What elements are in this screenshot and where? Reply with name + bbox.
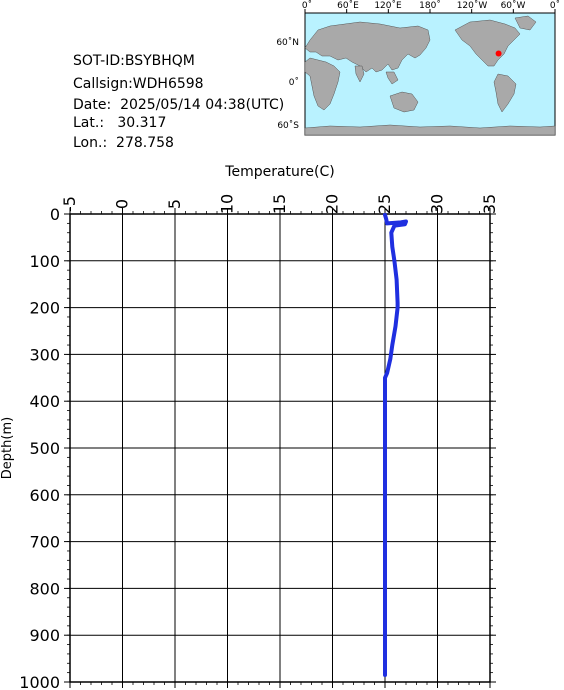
latitude: Lat.: 30.317 [73, 115, 167, 131]
longitude: Lon.: 278.758 [73, 135, 174, 151]
land-australia [389, 91, 419, 113]
map-lon-label: 60˚W [501, 0, 526, 11]
callsign: Callsign:WDH6598 [73, 76, 204, 92]
land-north-america [454, 19, 521, 67]
y-tick-label: 900 [29, 626, 60, 645]
x-tick-label: -5 [60, 196, 79, 212]
land-southeast-asia [385, 71, 399, 85]
y-tick-label: 1000 [19, 673, 60, 690]
map-lat-label: 60˚N [276, 37, 299, 48]
y-tick-labels: 0 100 200 300 400 500 600 700 800 900 1000 [19, 205, 60, 690]
sot-id: SOT-ID:BSYBHQM [73, 53, 195, 69]
land-south-america [493, 73, 517, 113]
x-tick-label: 5 [165, 199, 184, 209]
map-lon-label: 0˚ [550, 0, 560, 11]
y-tick-label: 200 [29, 299, 60, 318]
x-tick-label: 20 [323, 194, 342, 214]
x-tick-label: 10 [218, 194, 237, 214]
y-tick-label: 500 [29, 439, 60, 458]
y-axis-label: Depth(m) [0, 417, 15, 479]
y-tick-label: 400 [29, 392, 60, 411]
land-europe-asia [304, 21, 431, 73]
map-longitude-labels: 0˚ 60˚E 120˚E 180˚ 120˚W 60˚W 0˚ [302, 0, 560, 11]
x-tick-labels: -5 0 5 10 15 20 25 30 35 [60, 194, 499, 214]
land-greenland [514, 15, 537, 31]
map-frame-ticks [304, 9, 556, 13]
map-lon-label: 120˚W [457, 0, 488, 11]
land-antarctica [304, 124, 556, 136]
y-tick-label: 700 [29, 533, 60, 552]
chart-grid [69, 213, 491, 683]
y-tick-label: 300 [29, 345, 60, 364]
map-lon-label: 0˚ [302, 0, 312, 11]
y-tick-label: 800 [29, 579, 60, 598]
map-lon-label: 180˚ [419, 0, 441, 11]
map-latitude-labels: 60˚N 0˚ 60˚S [276, 37, 299, 131]
x-tick-label: 25 [375, 194, 394, 214]
map-lat-label: 60˚S [277, 120, 299, 131]
y-tick-label: 600 [29, 486, 60, 505]
plot-frame [69, 213, 491, 683]
map-lon-label: 60˚E [337, 0, 359, 11]
x-tick-label: 30 [428, 194, 447, 214]
land-india [354, 65, 365, 83]
land-africa [304, 57, 341, 111]
x-tick-label: 15 [270, 194, 289, 214]
map-lon-label: 120˚E [374, 0, 402, 11]
y-tick-label: 100 [29, 252, 60, 271]
x-tick-label: 0 [113, 199, 132, 209]
temperature-profile-line [383, 212, 408, 677]
map-land [304, 15, 556, 136]
observation-date: Date: 2025/05/14 04:38(UTC) [73, 97, 285, 113]
location-marker [495, 50, 502, 57]
x-tick-label: 35 [480, 194, 499, 214]
x-axis-label: Temperature(C) [224, 164, 334, 180]
y-tick-label: 0 [50, 205, 60, 224]
map-lat-label: 0˚ [289, 77, 299, 88]
